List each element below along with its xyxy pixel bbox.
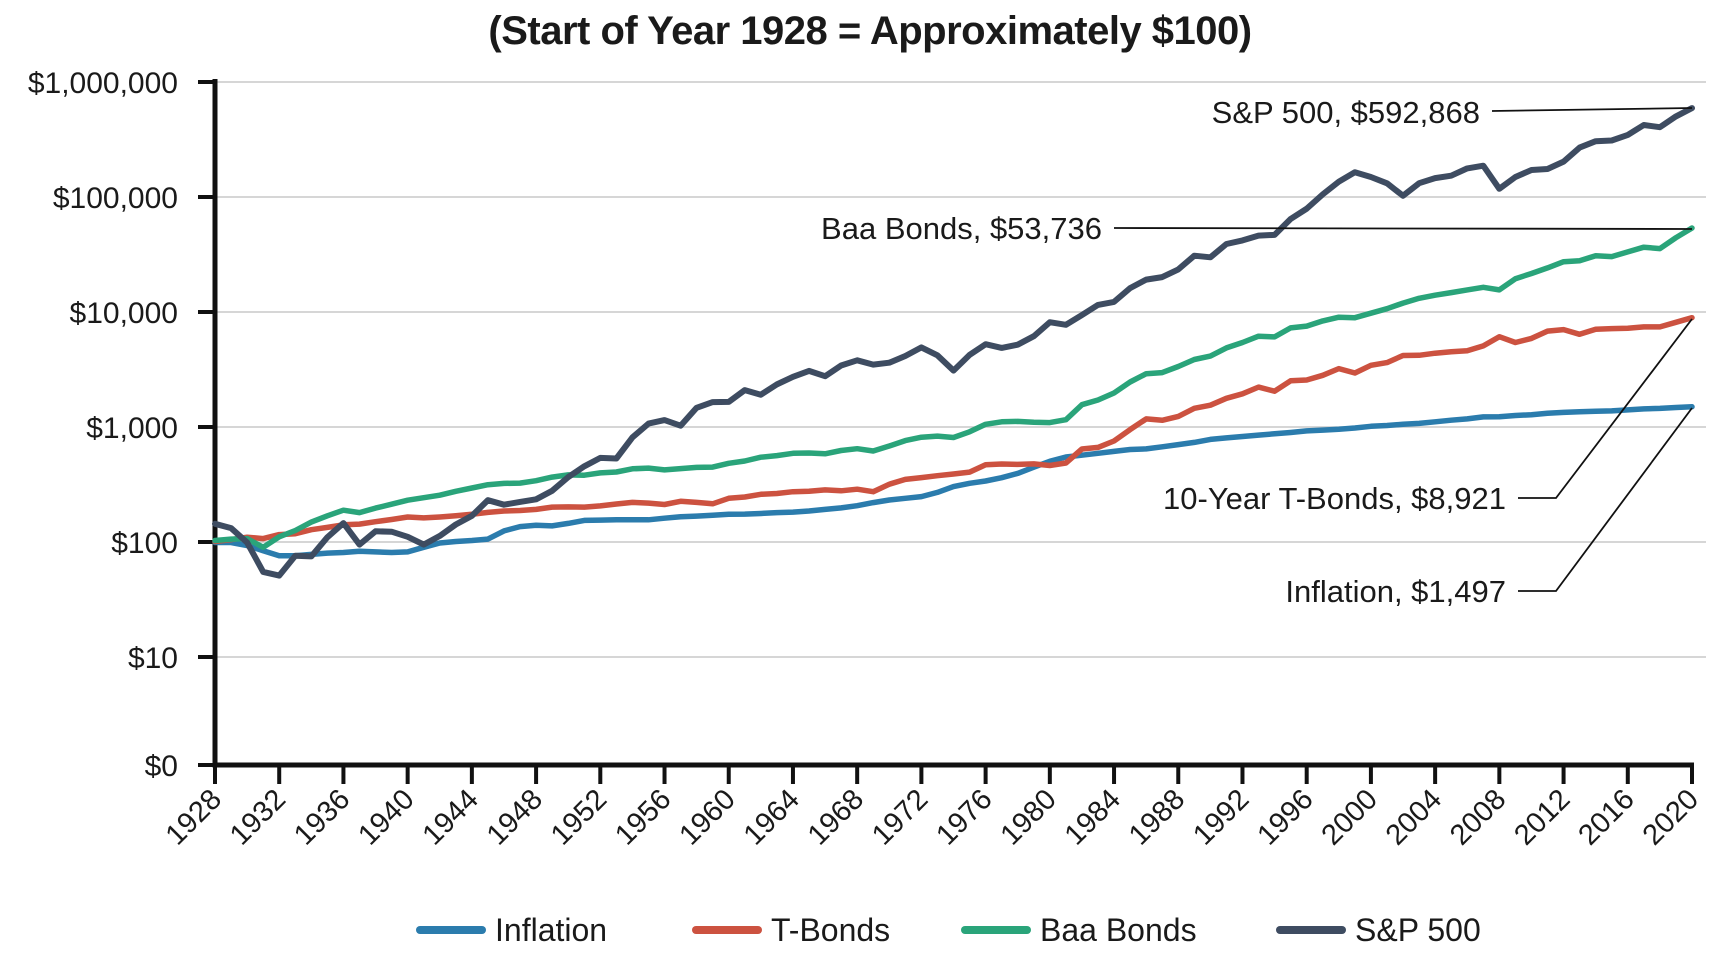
x-axis-tick-label: 1996 [1251, 783, 1319, 851]
series-lines [212, 105, 1695, 579]
y-axis-tick-label: $10,000 [70, 297, 178, 330]
x-axis-tick-label: 1964 [738, 783, 806, 851]
series-line-t-bonds [212, 314, 1695, 545]
annotations: S&P 500, $592,868 Baa Bonds, $53,736 10-Ye… [821, 95, 1693, 609]
y-axis-tick-label: $100 [111, 527, 178, 560]
series-line-inflation [212, 404, 1695, 559]
x-axis-tick-label: 2012 [1508, 783, 1576, 851]
x-axis-tick-label: 2016 [1572, 783, 1640, 851]
x-axis-tick-label: 1980 [995, 783, 1063, 851]
x-axis-tick-label: 2008 [1444, 783, 1512, 851]
x-axis-tick-label: 2004 [1380, 783, 1448, 851]
annotation-label: S&P 500, $592,868 [1212, 95, 1480, 130]
y-axis-tick-label: $100,000 [53, 182, 178, 215]
y-axis-tick-label: $1,000,000 [28, 67, 178, 100]
series-line-baa-bonds [212, 225, 1695, 551]
x-axis-tick-label: 1932 [224, 783, 292, 851]
x-axis-labels: 1928193219361940194419481952195619601964… [160, 783, 1705, 851]
annotation-leader-line [1113, 227, 1693, 230]
x-axis-tick-label: 2020 [1637, 783, 1705, 851]
x-axis-tick-label: 1928 [160, 783, 228, 851]
legend: Inflation T-Bonds Baa Bonds S&P 500 [416, 912, 1481, 948]
x-axis-tick-label: 1956 [609, 783, 677, 851]
x-axis-tick-label: 1940 [352, 783, 420, 851]
x-axis-tick-label: 1972 [866, 783, 934, 851]
x-axis-tick-label: 1984 [1059, 783, 1127, 851]
x-axis-tick-label: 1968 [802, 783, 870, 851]
annotation-label: Inflation, $1,497 [1285, 574, 1506, 609]
legend-label-baa-bonds: Baa Bonds [1040, 912, 1197, 948]
y-axis-tick-label: $10 [128, 642, 178, 675]
x-axis-tick-label: 2000 [1316, 783, 1384, 851]
annotation-leader-line [1518, 407, 1693, 592]
annotation-label: Baa Bonds, $53,736 [821, 211, 1102, 246]
x-axis-tick-label: 1992 [1187, 783, 1255, 851]
axes [198, 79, 1694, 784]
x-axis-tick-label: 1988 [1123, 783, 1191, 851]
chart-title: (Start of Year 1928 = Approximately $100… [488, 9, 1251, 53]
y-axis-tick-label: $0 [145, 750, 178, 783]
x-axis-tick-label: 1952 [545, 783, 613, 851]
x-axis-tick-label: 1936 [288, 783, 356, 851]
series-line-s-p-500 [212, 105, 1695, 579]
annotation-label: 10-Year T-Bonds, $8,921 [1163, 481, 1506, 516]
y-axis-labels: $1,000,000 $100,000 $10,000 $1,000 $100 $10 $0 [28, 67, 178, 783]
x-axis-tick-label: 1944 [417, 783, 485, 851]
annotation-leader-line [1491, 107, 1693, 112]
annotation-leader-line [1518, 318, 1693, 499]
legend-label-t-bonds: T-Bonds [771, 912, 890, 948]
legend-label-inflation: Inflation [495, 912, 607, 948]
x-axis-tick-label: 1960 [673, 783, 741, 851]
x-axis-tick-label: 1976 [930, 783, 998, 851]
legend-label-s-p-500: S&P 500 [1355, 912, 1481, 948]
y-axis-tick-label: $1,000 [86, 412, 178, 445]
x-axis-tick-label: 1948 [481, 783, 549, 851]
